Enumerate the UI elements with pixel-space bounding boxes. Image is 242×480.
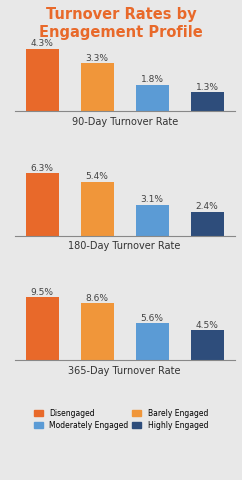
Text: 5.6%: 5.6%	[141, 314, 164, 323]
Legend: Disengaged, Moderately Engaged, Barely Engaged, Highly Engaged: Disengaged, Moderately Engaged, Barely E…	[31, 406, 211, 433]
X-axis label: 365-Day Turnover Rate: 365-Day Turnover Rate	[68, 366, 181, 375]
Bar	[81, 63, 113, 111]
Bar	[136, 323, 169, 360]
Text: 5.4%: 5.4%	[86, 172, 109, 181]
Bar	[81, 182, 113, 236]
Text: 6.3%: 6.3%	[30, 164, 53, 172]
Text: 4.5%: 4.5%	[196, 321, 219, 330]
Text: Turnover Rates by Engagement Profile: Turnover Rates by Engagement Profile	[39, 7, 203, 39]
Bar	[191, 330, 224, 360]
Text: 1.3%: 1.3%	[196, 83, 219, 92]
Text: 4.3%: 4.3%	[30, 39, 53, 48]
Bar	[136, 85, 169, 111]
Bar	[191, 212, 224, 236]
Bar	[26, 173, 59, 236]
Text: 8.6%: 8.6%	[86, 294, 109, 303]
Bar	[191, 93, 224, 111]
Bar	[26, 297, 59, 360]
Text: 9.5%: 9.5%	[30, 288, 53, 297]
X-axis label: 90-Day Turnover Rate: 90-Day Turnover Rate	[71, 117, 178, 127]
X-axis label: 180-Day Turnover Rate: 180-Day Turnover Rate	[68, 241, 181, 251]
Text: 1.8%: 1.8%	[141, 75, 164, 84]
Text: 2.4%: 2.4%	[196, 203, 219, 211]
Text: 3.3%: 3.3%	[86, 54, 109, 62]
Bar	[26, 49, 59, 111]
Text: 3.1%: 3.1%	[141, 195, 164, 204]
Bar	[136, 205, 169, 236]
Bar	[81, 303, 113, 360]
